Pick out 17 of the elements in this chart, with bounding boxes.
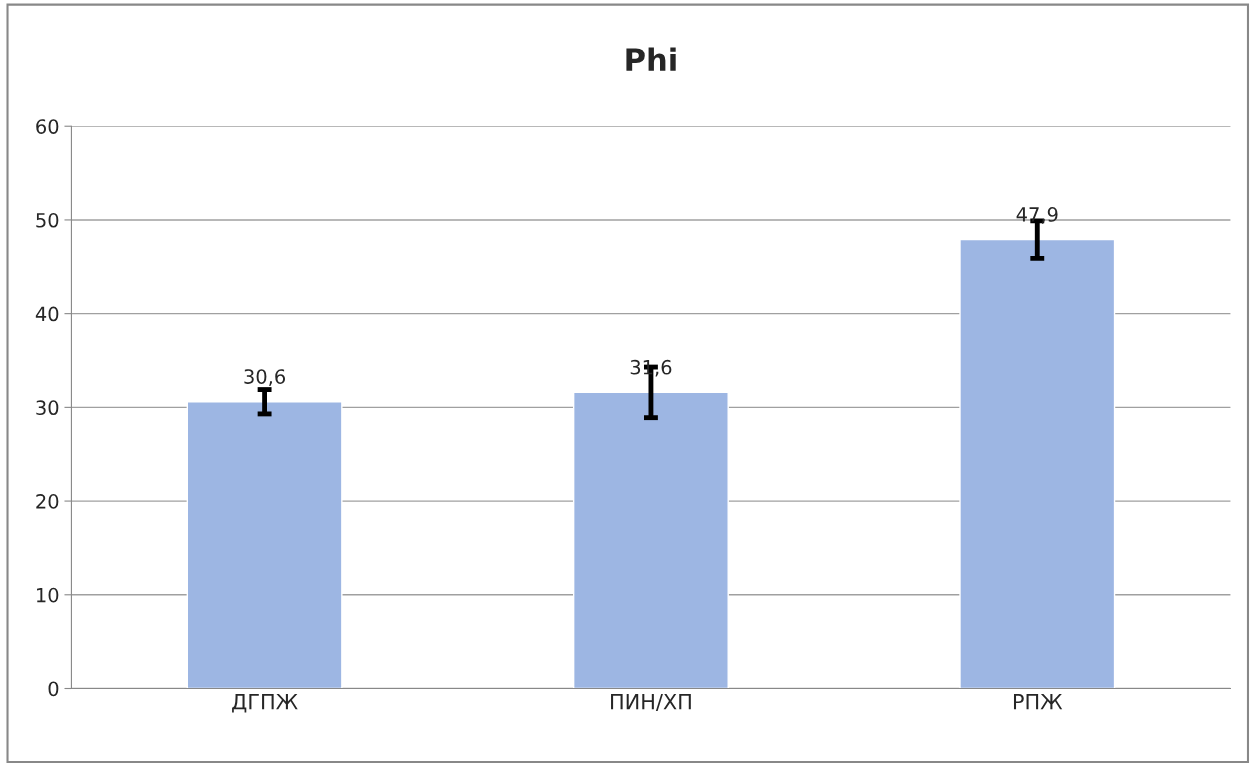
y-tick-label: 20 bbox=[36, 494, 59, 509]
x-tick-label: РПЖ bbox=[1013, 694, 1063, 710]
y-tick-label: 10 bbox=[37, 587, 59, 603]
chart-title: Phi bbox=[626, 47, 676, 71]
data-label: 47,9 bbox=[1016, 207, 1058, 224]
bar bbox=[959, 238, 1116, 689]
y-tick-label: 50 bbox=[36, 212, 59, 228]
x-tick-label: ДГПЖ bbox=[232, 694, 298, 713]
bar bbox=[186, 401, 343, 689]
y-tick-label: 0 bbox=[48, 681, 59, 697]
data-label: 31,6 bbox=[630, 359, 672, 377]
y-tick-label: 30 bbox=[36, 400, 59, 416]
y-tick-label: 40 bbox=[35, 306, 59, 322]
data-label: 30,6 bbox=[244, 369, 286, 386]
bar bbox=[572, 391, 729, 689]
x-tick-label: ПИН/ХП bbox=[611, 694, 691, 712]
y-tick-label: 60 bbox=[36, 119, 59, 134]
